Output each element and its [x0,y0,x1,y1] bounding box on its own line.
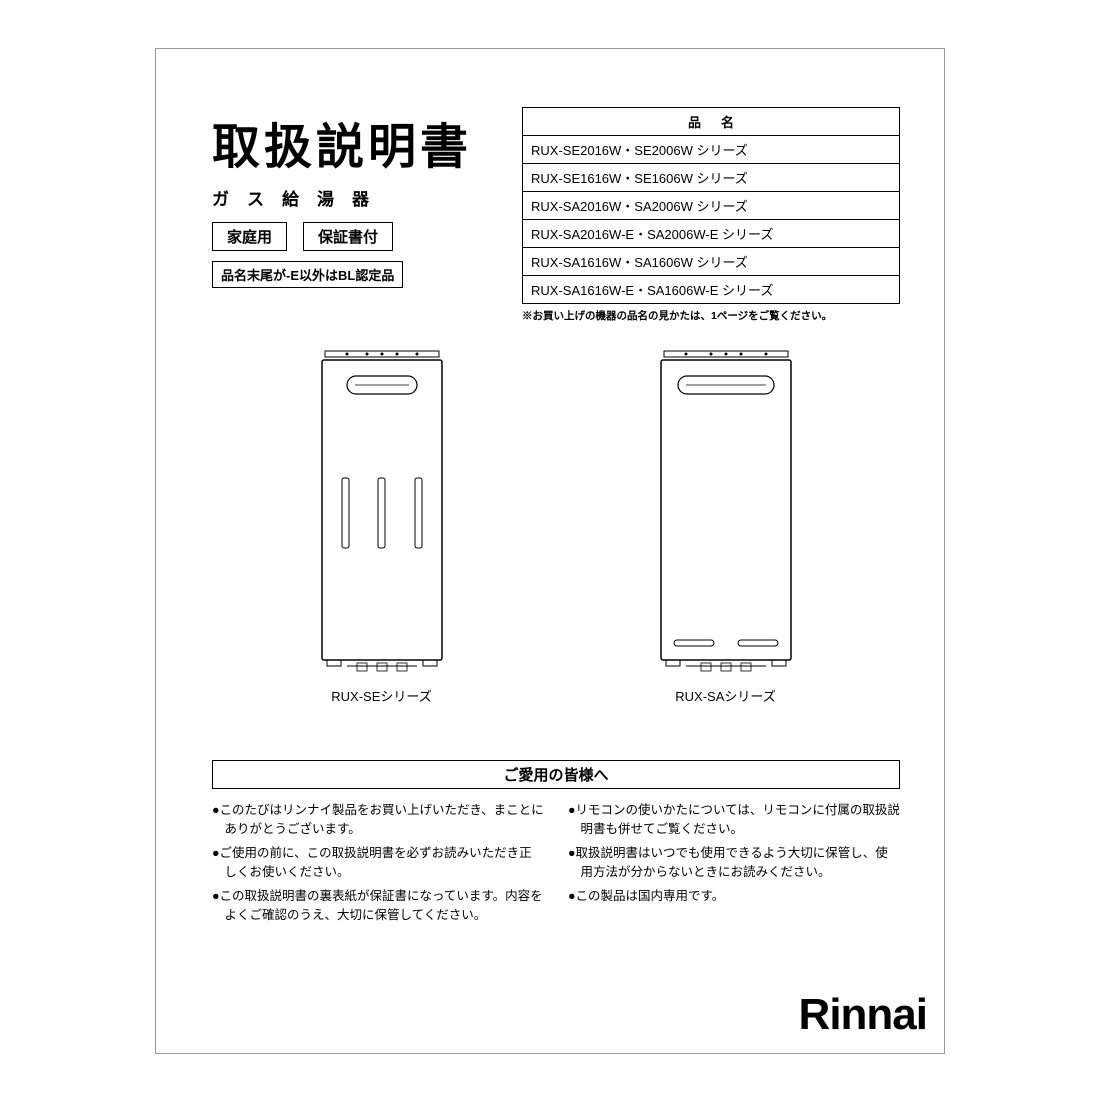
model-footnote: ※お買い上げの機器の品名の見かたは、1ページをご覧ください。 [522,308,900,323]
notice-section: ご愛用の皆様へ ●このたびはリンナイ製品をお買い上げいただき、まことにありがとう… [212,760,900,929]
caption-sa: RUX-SAシリーズ [646,686,806,705]
notice-item: ●取扱説明書はいつでも使用できるよう大切に保管し、使用方法が分からないときにお読… [568,844,900,883]
notice-item: ●この取扱説明書の裏表紙が保証書になっています。内容をよくご確認のうえ、大切に保… [212,887,544,926]
water-heater-se-icon [307,348,457,678]
notice-item: ●この製品は国内専用です。 [568,887,900,906]
title-block: 取扱説明書 ガス給湯器 家庭用 保証書付 品名末尾が-E以外はBL認定品 [212,107,522,323]
tag-row: 家庭用 保証書付 [212,222,522,251]
model-row: RUX-SA1616W-E・SA1606W-E シリーズ [523,276,900,304]
illustration-se: RUX-SEシリーズ [307,348,457,705]
notice-item: ●リモコンの使いかたについては、リモコンに付属の取扱説明書も併せてご覧ください。 [568,801,900,840]
main-title: 取扱説明書 [212,107,522,177]
model-table: 品名 RUX-SE2016W・SE2006W シリーズ RUX-SE1616W・… [522,107,900,304]
model-row: RUX-SA2016W・SA2006W シリーズ [523,192,900,220]
caption-se: RUX-SEシリーズ [307,686,457,705]
model-table-header: 品名 [523,108,900,136]
model-row: RUX-SA2016W-E・SA2006W-E シリーズ [523,220,900,248]
brand-logo: Rinnai [799,990,927,1040]
model-row: RUX-SE2016W・SE2006W シリーズ [523,136,900,164]
illustrations: RUX-SEシリーズ RUX-SAシリーズ [212,348,900,705]
model-row: RUX-SE1616W・SE1606W シリーズ [523,164,900,192]
model-row: RUX-SA1616W・SA1606W シリーズ [523,248,900,276]
notice-item: ●ご使用の前に、この取扱説明書を必ずお読みいただき正しくお使いください。 [212,844,544,883]
model-table-block: 品名 RUX-SE2016W・SE2006W シリーズ RUX-SE1616W・… [522,107,900,323]
notice-item: ●このたびはリンナイ製品をお買い上げいただき、まことにありがとうございます。 [212,801,544,840]
tag-home-use: 家庭用 [212,222,287,251]
bl-note: 品名末尾が-E以外はBL認定品 [212,261,403,288]
tag-warranty: 保証書付 [303,222,393,251]
header-row: 取扱説明書 ガス給湯器 家庭用 保証書付 品名末尾が-E以外はBL認定品 品名 … [212,107,900,323]
notice-col-right: ●リモコンの使いかたについては、リモコンに付属の取扱説明書も併せてご覧ください。… [568,801,900,929]
illustration-sa: RUX-SAシリーズ [646,348,806,705]
notice-col-left: ●このたびはリンナイ製品をお買い上げいただき、まことにありがとうございます。 ●… [212,801,544,929]
subtitle: ガス給湯器 [212,185,522,210]
notice-header: ご愛用の皆様へ [212,760,900,789]
water-heater-sa-icon [646,348,806,678]
notice-columns: ●このたびはリンナイ製品をお買い上げいただき、まことにありがとうございます。 ●… [212,801,900,929]
